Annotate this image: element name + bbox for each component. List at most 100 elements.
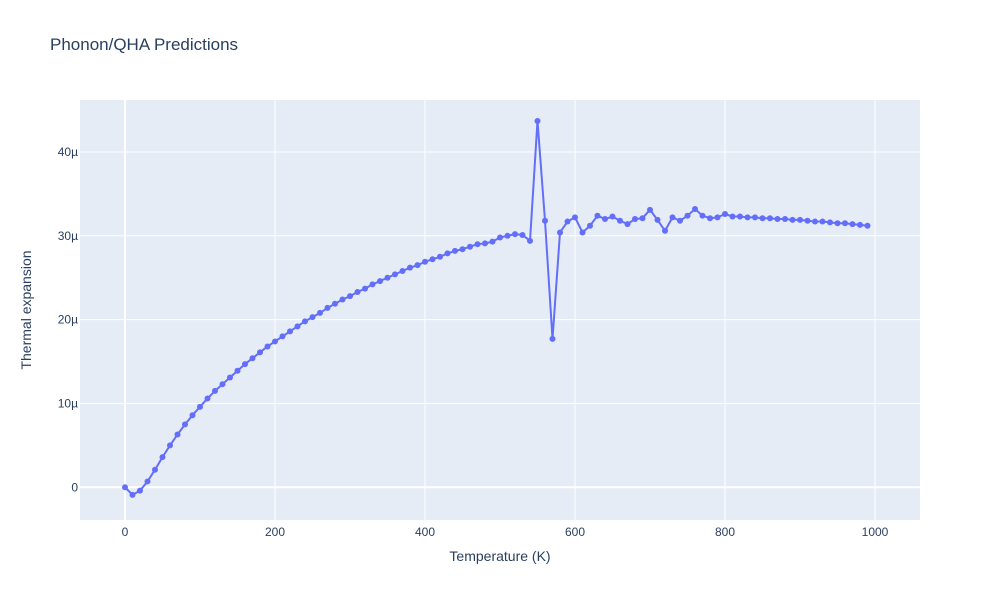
data-point: [774, 216, 781, 223]
chart-title: Phonon/QHA Predictions: [50, 35, 238, 54]
data-point: [272, 338, 278, 345]
data-point: [317, 309, 323, 316]
data-point: [677, 217, 683, 224]
data-point: [437, 253, 443, 260]
data-point: [557, 229, 563, 236]
data-point: [624, 221, 631, 228]
grid: [80, 100, 920, 520]
data-point: [782, 216, 788, 223]
data-point: [182, 421, 188, 428]
data-point: [384, 274, 391, 281]
data-point: [714, 214, 721, 221]
data-point: [617, 217, 623, 224]
data-point: [864, 222, 871, 229]
data-point: [744, 214, 751, 221]
data-point: [122, 484, 128, 491]
y-tick-label: 10µ: [58, 396, 78, 410]
y-tick-label: 30µ: [58, 229, 78, 243]
data-point: [174, 431, 181, 438]
series: [122, 117, 871, 498]
data-point: [204, 395, 211, 402]
data-point: [534, 117, 541, 124]
data-point: [767, 215, 773, 222]
x-axis-ticks: 0 200 400 600 800 1000: [122, 525, 889, 539]
data-point: [737, 213, 743, 220]
data-point: [369, 281, 376, 288]
data-point: [354, 288, 361, 295]
data-point: [429, 256, 436, 263]
data-point: [527, 237, 533, 244]
data-point: [167, 442, 173, 449]
data-point: [414, 262, 421, 269]
data-point: [392, 271, 398, 278]
data-point: [572, 214, 578, 221]
data-point: [137, 487, 143, 494]
data-point: [519, 231, 526, 238]
data-point: [849, 221, 856, 228]
data-point: [452, 247, 458, 254]
plot-area: [80, 100, 920, 520]
data-point: [129, 491, 136, 498]
data-point: [857, 221, 863, 228]
data-point: [729, 213, 736, 220]
y-tick-label: 40µ: [58, 145, 78, 159]
data-point: [152, 466, 158, 473]
data-point: [789, 216, 796, 223]
y-tick-label: 0: [71, 480, 78, 494]
data-point: [699, 212, 706, 219]
data-point: [752, 214, 758, 221]
data-point: [324, 304, 331, 311]
data-point: [309, 314, 316, 321]
data-point: [632, 216, 638, 223]
x-tick-label: 200: [265, 525, 285, 539]
x-tick-label: 0: [122, 525, 129, 539]
data-point: [587, 222, 593, 229]
data-point: [212, 387, 218, 394]
data-point: [459, 246, 466, 253]
data-point: [647, 206, 653, 213]
x-tick-label: 1000: [862, 525, 889, 539]
data-point: [684, 212, 691, 219]
data-point: [347, 293, 353, 300]
data-point: [827, 219, 833, 226]
data-point: [377, 278, 383, 285]
data-point: [332, 300, 338, 307]
data-point: [804, 217, 811, 224]
data-point: [264, 343, 271, 350]
data-point: [579, 229, 586, 236]
x-axis-title: Temperature (K): [449, 548, 550, 564]
data-point: [819, 218, 826, 225]
x-tick-label: 400: [415, 525, 435, 539]
data-point: [159, 454, 166, 461]
data-point: [759, 215, 766, 222]
data-point: [279, 333, 286, 340]
data-point: [294, 323, 301, 330]
x-tick-label: 800: [715, 525, 735, 539]
data-point: [549, 335, 556, 342]
data-point: [662, 227, 668, 234]
data-point: [722, 211, 728, 218]
data-point: [362, 285, 368, 292]
data-point: [144, 478, 151, 485]
data-point: [602, 216, 608, 223]
data-point: [797, 216, 803, 223]
data-point: [482, 240, 488, 247]
data-point: [669, 214, 676, 221]
data-point: [234, 367, 241, 374]
data-point: [594, 212, 601, 219]
data-point: [489, 238, 496, 245]
data-point: [444, 250, 451, 257]
data-point: [504, 232, 511, 239]
y-axis-ticks: 0 10µ 20µ 30µ 40µ: [58, 145, 79, 494]
data-point: [302, 318, 308, 325]
data-point: [257, 349, 263, 356]
data-point: [399, 268, 406, 275]
data-point: [812, 218, 818, 225]
data-point: [497, 234, 503, 241]
data-point: [564, 218, 571, 225]
data-point: [219, 381, 226, 388]
data-point: [189, 412, 196, 419]
data-point: [692, 205, 698, 212]
data-point: [249, 355, 256, 362]
